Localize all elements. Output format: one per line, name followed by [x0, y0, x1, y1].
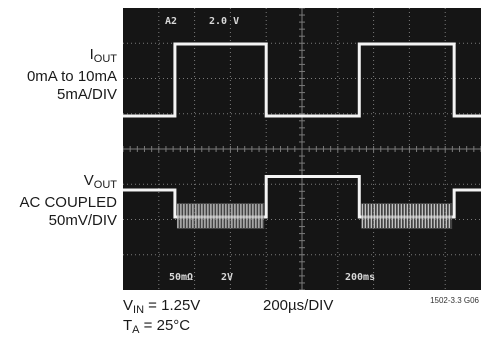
- vout-ripple: [177, 204, 263, 228]
- vin-subscript: IN: [133, 304, 145, 316]
- iout-scale: 5mA/DIV: [56, 86, 117, 103]
- vout-scale: 50mV/DIV: [48, 212, 117, 229]
- screen-bottom-mid-label: 2V: [221, 272, 233, 283]
- screen-top-center-label: 2.0 V: [209, 16, 239, 27]
- vin-value: = 1.25V: [144, 297, 201, 314]
- vout-trace: [123, 175, 481, 219]
- vout-ripple: [361, 204, 450, 228]
- vout-symbol: V: [83, 172, 94, 189]
- graticule: [123, 8, 481, 290]
- screen-top-left-label: A2: [165, 16, 177, 27]
- vin-condition: VIN = 1.25V: [123, 297, 200, 319]
- ta-symbol: T: [123, 317, 133, 334]
- iout-symbol: I: [89, 46, 94, 63]
- iout-range: 0mA to 10mA: [26, 68, 117, 85]
- ta-subscript: A: [132, 324, 140, 336]
- figure-id: 1502-3.3 G06: [430, 296, 479, 305]
- oscilloscope-screen: A2 2.0 V 50mΩ 2V 200ms: [123, 8, 481, 290]
- timebase-label: 200µs/DIV: [263, 297, 334, 314]
- vout-coupling: AC COUPLED: [19, 194, 117, 211]
- ta-condition: TA = 25°C: [123, 317, 190, 339]
- traces: [123, 42, 481, 229]
- iout-subscript: OUT: [93, 53, 117, 65]
- screen-bottom-right-label: 200ms: [345, 272, 375, 283]
- vin-symbol: V: [123, 297, 134, 314]
- ta-value: = 25°C: [139, 317, 191, 334]
- vout-subscript: OUT: [93, 179, 117, 191]
- screen-bottom-left-label: 50mΩ: [169, 272, 193, 283]
- vout-label: VOUT AC COUPLED 50mV/DIV: [0, 172, 117, 230]
- iout-label: IOUT 0mA to 10mA 5mA/DIV: [0, 46, 117, 104]
- vout-ripple-band: [361, 203, 453, 229]
- iout-trace: [123, 42, 481, 118]
